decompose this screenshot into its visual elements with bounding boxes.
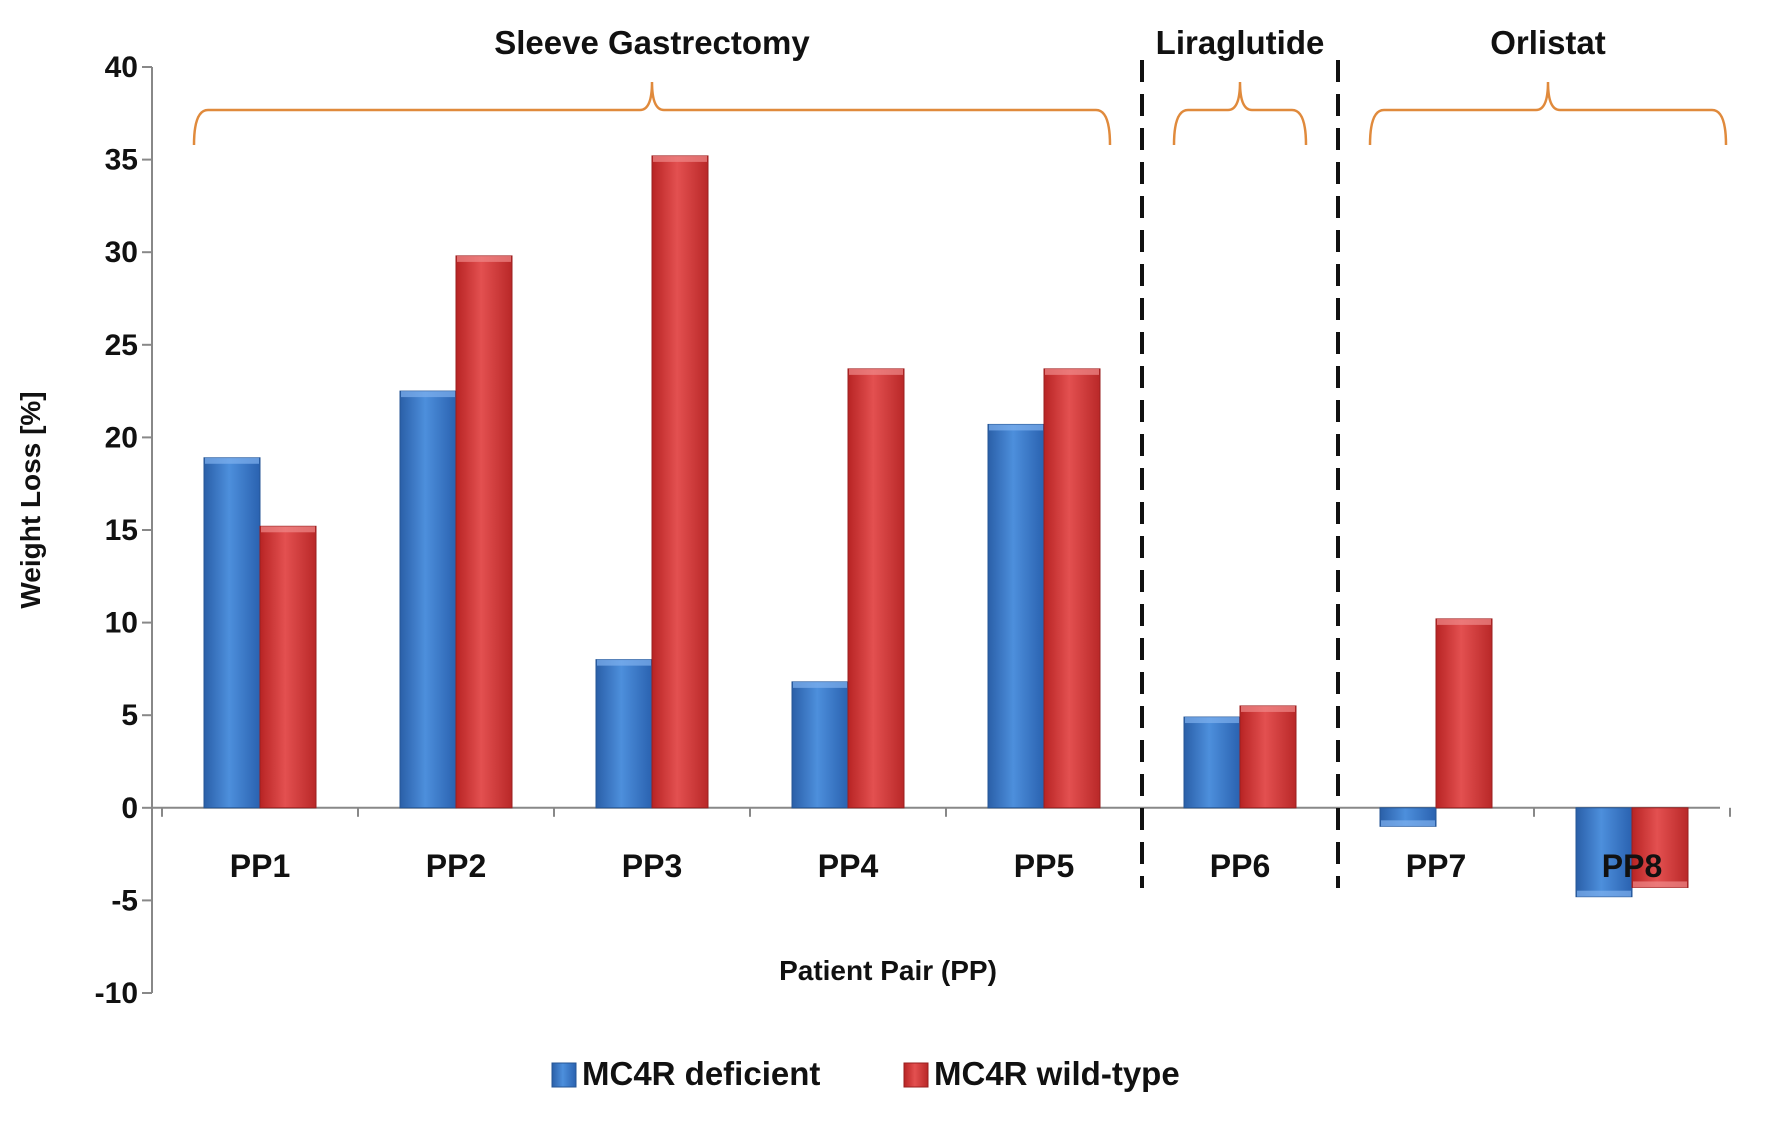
- category-label-pp8: PP8: [1602, 848, 1662, 884]
- legend-swatch-deficient: [551, 1062, 577, 1088]
- y-tick-label: 15: [105, 514, 138, 547]
- bar-deficient-pp8: [1575, 807, 1633, 898]
- y-axis-title: Weight Loss [%]: [15, 391, 46, 608]
- bar-cap-deficient-pp4: [793, 681, 847, 688]
- bar-cap-deficient-pp2: [401, 391, 455, 398]
- category-label-pp7: PP7: [1406, 848, 1466, 884]
- x-axis-title: Patient Pair (PP): [779, 955, 997, 986]
- bar-cap-wildtype-pp1: [261, 526, 315, 533]
- bar-cap-wildtype-pp3: [653, 155, 707, 162]
- category-label-pp1: PP1: [230, 848, 290, 884]
- y-tick-label: 10: [105, 607, 138, 640]
- y-tick-label: 5: [121, 699, 138, 732]
- category-label-pp2: PP2: [426, 848, 486, 884]
- bar-deficient-pp2: [399, 390, 457, 809]
- bar-cap-wildtype-pp6: [1241, 705, 1295, 712]
- bar-deficient-pp4: [791, 681, 849, 809]
- bar-wildtype-pp1: [259, 525, 317, 809]
- bar-wildtype-pp4: [847, 368, 905, 809]
- group-brace-sleeve-gastrectomy: [192, 81, 1112, 146]
- bar-deficient-pp1: [203, 457, 261, 809]
- bar-wildtype-pp5: [1043, 368, 1101, 809]
- bar-deficient-pp3: [595, 659, 653, 809]
- bar-cap-wildtype-pp2: [457, 255, 511, 262]
- category-label-pp5: PP5: [1014, 848, 1074, 884]
- bar-cap-deficient-pp3: [597, 659, 651, 666]
- y-tick-label: 0: [121, 792, 138, 825]
- group-label-orlistat: Orlistat: [1490, 24, 1606, 61]
- bar-cap-deficient-pp5: [989, 424, 1043, 431]
- bar-wildtype-pp3: [651, 155, 709, 809]
- legend-label-deficient: MC4R deficient: [582, 1055, 820, 1092]
- bar-cap-deficient-pp6: [1185, 717, 1239, 724]
- legend-label-wildtype: MC4R wild-type: [934, 1055, 1180, 1092]
- legend-swatch-wildtype: [903, 1062, 929, 1088]
- bar-cap-deficient-pp8: [1577, 890, 1631, 897]
- bar-deficient-pp6: [1183, 716, 1241, 809]
- bar-cap-wildtype-pp7: [1437, 618, 1491, 625]
- category-label-pp6: PP6: [1210, 848, 1270, 884]
- category-label-pp4: PP4: [818, 848, 879, 884]
- bar-wildtype-pp6: [1239, 705, 1297, 809]
- group-brace-liraglutide: [1172, 81, 1308, 146]
- category-label-pp3: PP3: [622, 848, 682, 884]
- bar-cap-wildtype-pp4: [849, 368, 903, 375]
- y-tick-label: 35: [105, 144, 138, 177]
- group-brace-orlistat: [1368, 81, 1728, 146]
- group-label-sleeve-gastrectomy: Sleeve Gastrectomy: [494, 24, 810, 61]
- group-label-liraglutide: Liraglutide: [1156, 24, 1325, 61]
- bar-cap-wildtype-pp5: [1045, 368, 1099, 375]
- y-tick-label: 25: [105, 329, 138, 362]
- bar-cap-deficient-pp1: [205, 457, 259, 464]
- bar-wildtype-pp7: [1435, 618, 1493, 809]
- y-tick-label: 30: [105, 236, 138, 269]
- y-tick-label: -10: [95, 977, 138, 1010]
- y-tick-label: -5: [111, 884, 138, 917]
- bar-wildtype-pp2: [455, 255, 513, 809]
- bar-cap-deficient-pp7: [1381, 820, 1435, 827]
- bar-cap-wildtype-pp8: [1633, 881, 1687, 888]
- y-tick-label: 20: [105, 421, 138, 454]
- y-tick-label: 40: [105, 51, 138, 84]
- bar-deficient-pp5: [987, 423, 1045, 809]
